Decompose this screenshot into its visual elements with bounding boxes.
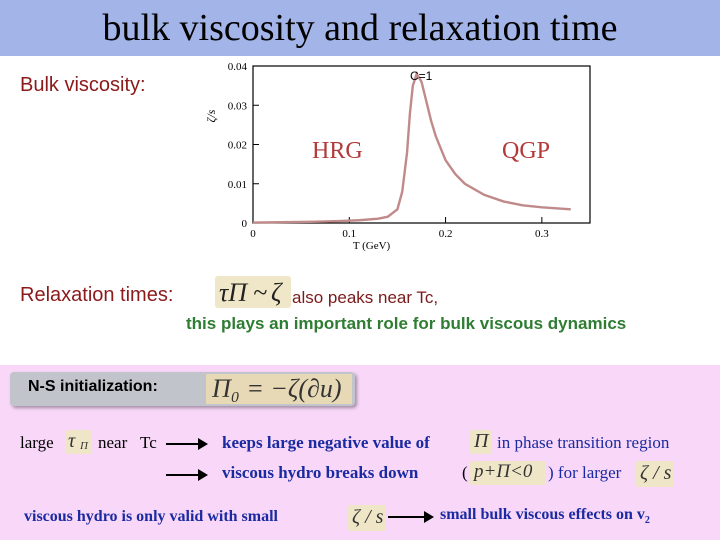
ns-initialization-label: N-S initialization: — [28, 378, 158, 395]
zeta-s-text-2: ζ / s — [352, 506, 384, 528]
zeta-s-box-1: ζ / s — [636, 461, 674, 487]
tau-symbol: τ — [68, 430, 76, 452]
bottom-right-main: small bulk viscous effects on v — [440, 506, 645, 523]
relaxation-times-label: Relaxation times: — [20, 284, 174, 306]
annotation-c1: C=1 — [410, 69, 433, 83]
pi-box: Π — [470, 430, 492, 454]
arrow-2 — [166, 469, 208, 481]
bottom-right-sub: 2 — [644, 515, 650, 527]
slide-title: bulk viscosity and relaxation time — [102, 7, 618, 49]
x-axis-label: T (GeV) — [353, 240, 391, 252]
row1-keeps: keeps large negative value of — [222, 433, 430, 452]
row1-in-phase: in phase transition region — [497, 433, 670, 452]
relax-formula-rhs: ζ — [271, 278, 282, 307]
tau-box: τ Π — [66, 430, 92, 454]
annotation-hrg: HRG — [312, 138, 363, 164]
arrow-3 — [388, 511, 434, 523]
y-tick-label: 0.03 — [228, 100, 248, 112]
row2-close: ) for larger — [548, 463, 622, 482]
y-tick-label: 0.04 — [228, 61, 248, 73]
arrow-1 — [166, 438, 208, 450]
relax-formula-rel: ~ — [253, 278, 268, 307]
relax-peaks-text: also peaks near Tc, — [292, 288, 439, 307]
ns-formula-text: Π₀ = −ζ(∂u) — [212, 374, 342, 403]
title-bar — [0, 0, 720, 56]
x-tick-label: 0.2 — [439, 228, 453, 240]
y-axis-label: ζ/s — [204, 109, 218, 122]
tau-subscript: Π — [80, 440, 88, 452]
bottom-right-text: small bulk viscous effects on v2 — [440, 506, 650, 526]
y-tick-label: 0 — [242, 218, 248, 230]
ns-initialization-box: N-S initialization: Π₀ = −ζ(∂u) — [10, 372, 355, 406]
row1-near: near — [98, 433, 128, 452]
y-tick-label: 0.02 — [228, 140, 247, 152]
y-tick-label: 0.01 — [228, 179, 247, 191]
series-line — [252, 71, 571, 224]
zeta-s-box-2: ζ / s — [348, 505, 386, 531]
condition-text: p+Π<0 — [474, 461, 533, 482]
x-tick-label: 0.1 — [342, 228, 356, 240]
ns-formula-box: Π₀ = −ζ(∂u) — [206, 374, 352, 404]
annotation-qgp: QGP — [502, 138, 550, 164]
relax-role-text: this plays an important role for bulk vi… — [186, 314, 627, 333]
bottom-left-text: viscous hydro is only valid with small — [24, 508, 278, 525]
row2-breaks: viscous hydro breaks down — [222, 463, 419, 482]
bulk-viscosity-label: Bulk viscosity: — [20, 74, 146, 96]
x-tick-label: 0.3 — [535, 228, 549, 240]
row2-open-paren: ( — [462, 463, 468, 482]
relaxation-formula-box: τΠ ~ ζ — [215, 276, 291, 308]
relax-formula-lhs: τΠ — [219, 278, 248, 307]
row1-large: large — [20, 433, 54, 452]
x-tick-label: 0 — [250, 228, 256, 240]
zeta-s-text-1: ζ / s — [640, 462, 672, 484]
chart-frame — [252, 65, 591, 224]
condition-box: p+Π<0 — [470, 461, 546, 485]
row1-tc: Tc — [140, 433, 157, 452]
pi-symbol: Π — [474, 430, 489, 452]
